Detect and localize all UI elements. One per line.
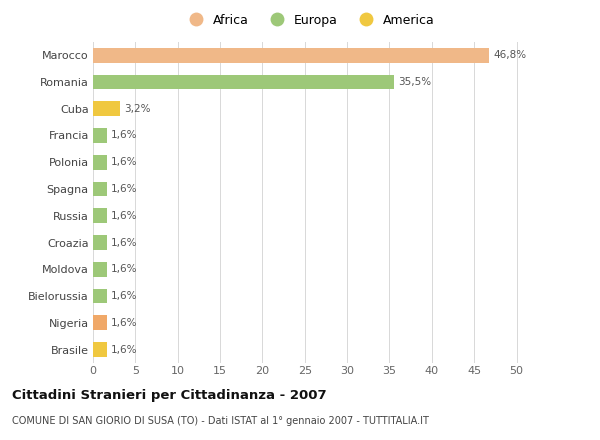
Text: COMUNE DI SAN GIORIO DI SUSA (TO) - Dati ISTAT al 1° gennaio 2007 - TUTTITALIA.I: COMUNE DI SAN GIORIO DI SUSA (TO) - Dati… bbox=[12, 416, 429, 426]
Text: 46,8%: 46,8% bbox=[494, 50, 527, 60]
Bar bbox=[93, 75, 394, 89]
Text: 35,5%: 35,5% bbox=[398, 77, 431, 87]
Bar bbox=[93, 48, 490, 62]
Bar bbox=[93, 209, 107, 223]
Text: 1,6%: 1,6% bbox=[111, 238, 137, 248]
Text: 3,2%: 3,2% bbox=[124, 104, 151, 114]
Text: 1,6%: 1,6% bbox=[111, 345, 137, 355]
Bar bbox=[93, 262, 107, 277]
Text: 1,6%: 1,6% bbox=[111, 264, 137, 274]
Bar bbox=[93, 289, 107, 304]
Text: 1,6%: 1,6% bbox=[111, 291, 137, 301]
Text: 1,6%: 1,6% bbox=[111, 157, 137, 167]
Bar bbox=[93, 342, 107, 357]
Text: 1,6%: 1,6% bbox=[111, 318, 137, 328]
Bar bbox=[93, 182, 107, 196]
Text: Cittadini Stranieri per Cittadinanza - 2007: Cittadini Stranieri per Cittadinanza - 2… bbox=[12, 389, 326, 403]
Text: 1,6%: 1,6% bbox=[111, 184, 137, 194]
Bar bbox=[93, 315, 107, 330]
Bar bbox=[93, 101, 120, 116]
Text: 1,6%: 1,6% bbox=[111, 211, 137, 221]
Bar bbox=[93, 155, 107, 169]
Bar bbox=[93, 235, 107, 250]
Text: 1,6%: 1,6% bbox=[111, 131, 137, 140]
Bar bbox=[93, 128, 107, 143]
Legend: Africa, Europa, America: Africa, Europa, America bbox=[181, 11, 437, 29]
